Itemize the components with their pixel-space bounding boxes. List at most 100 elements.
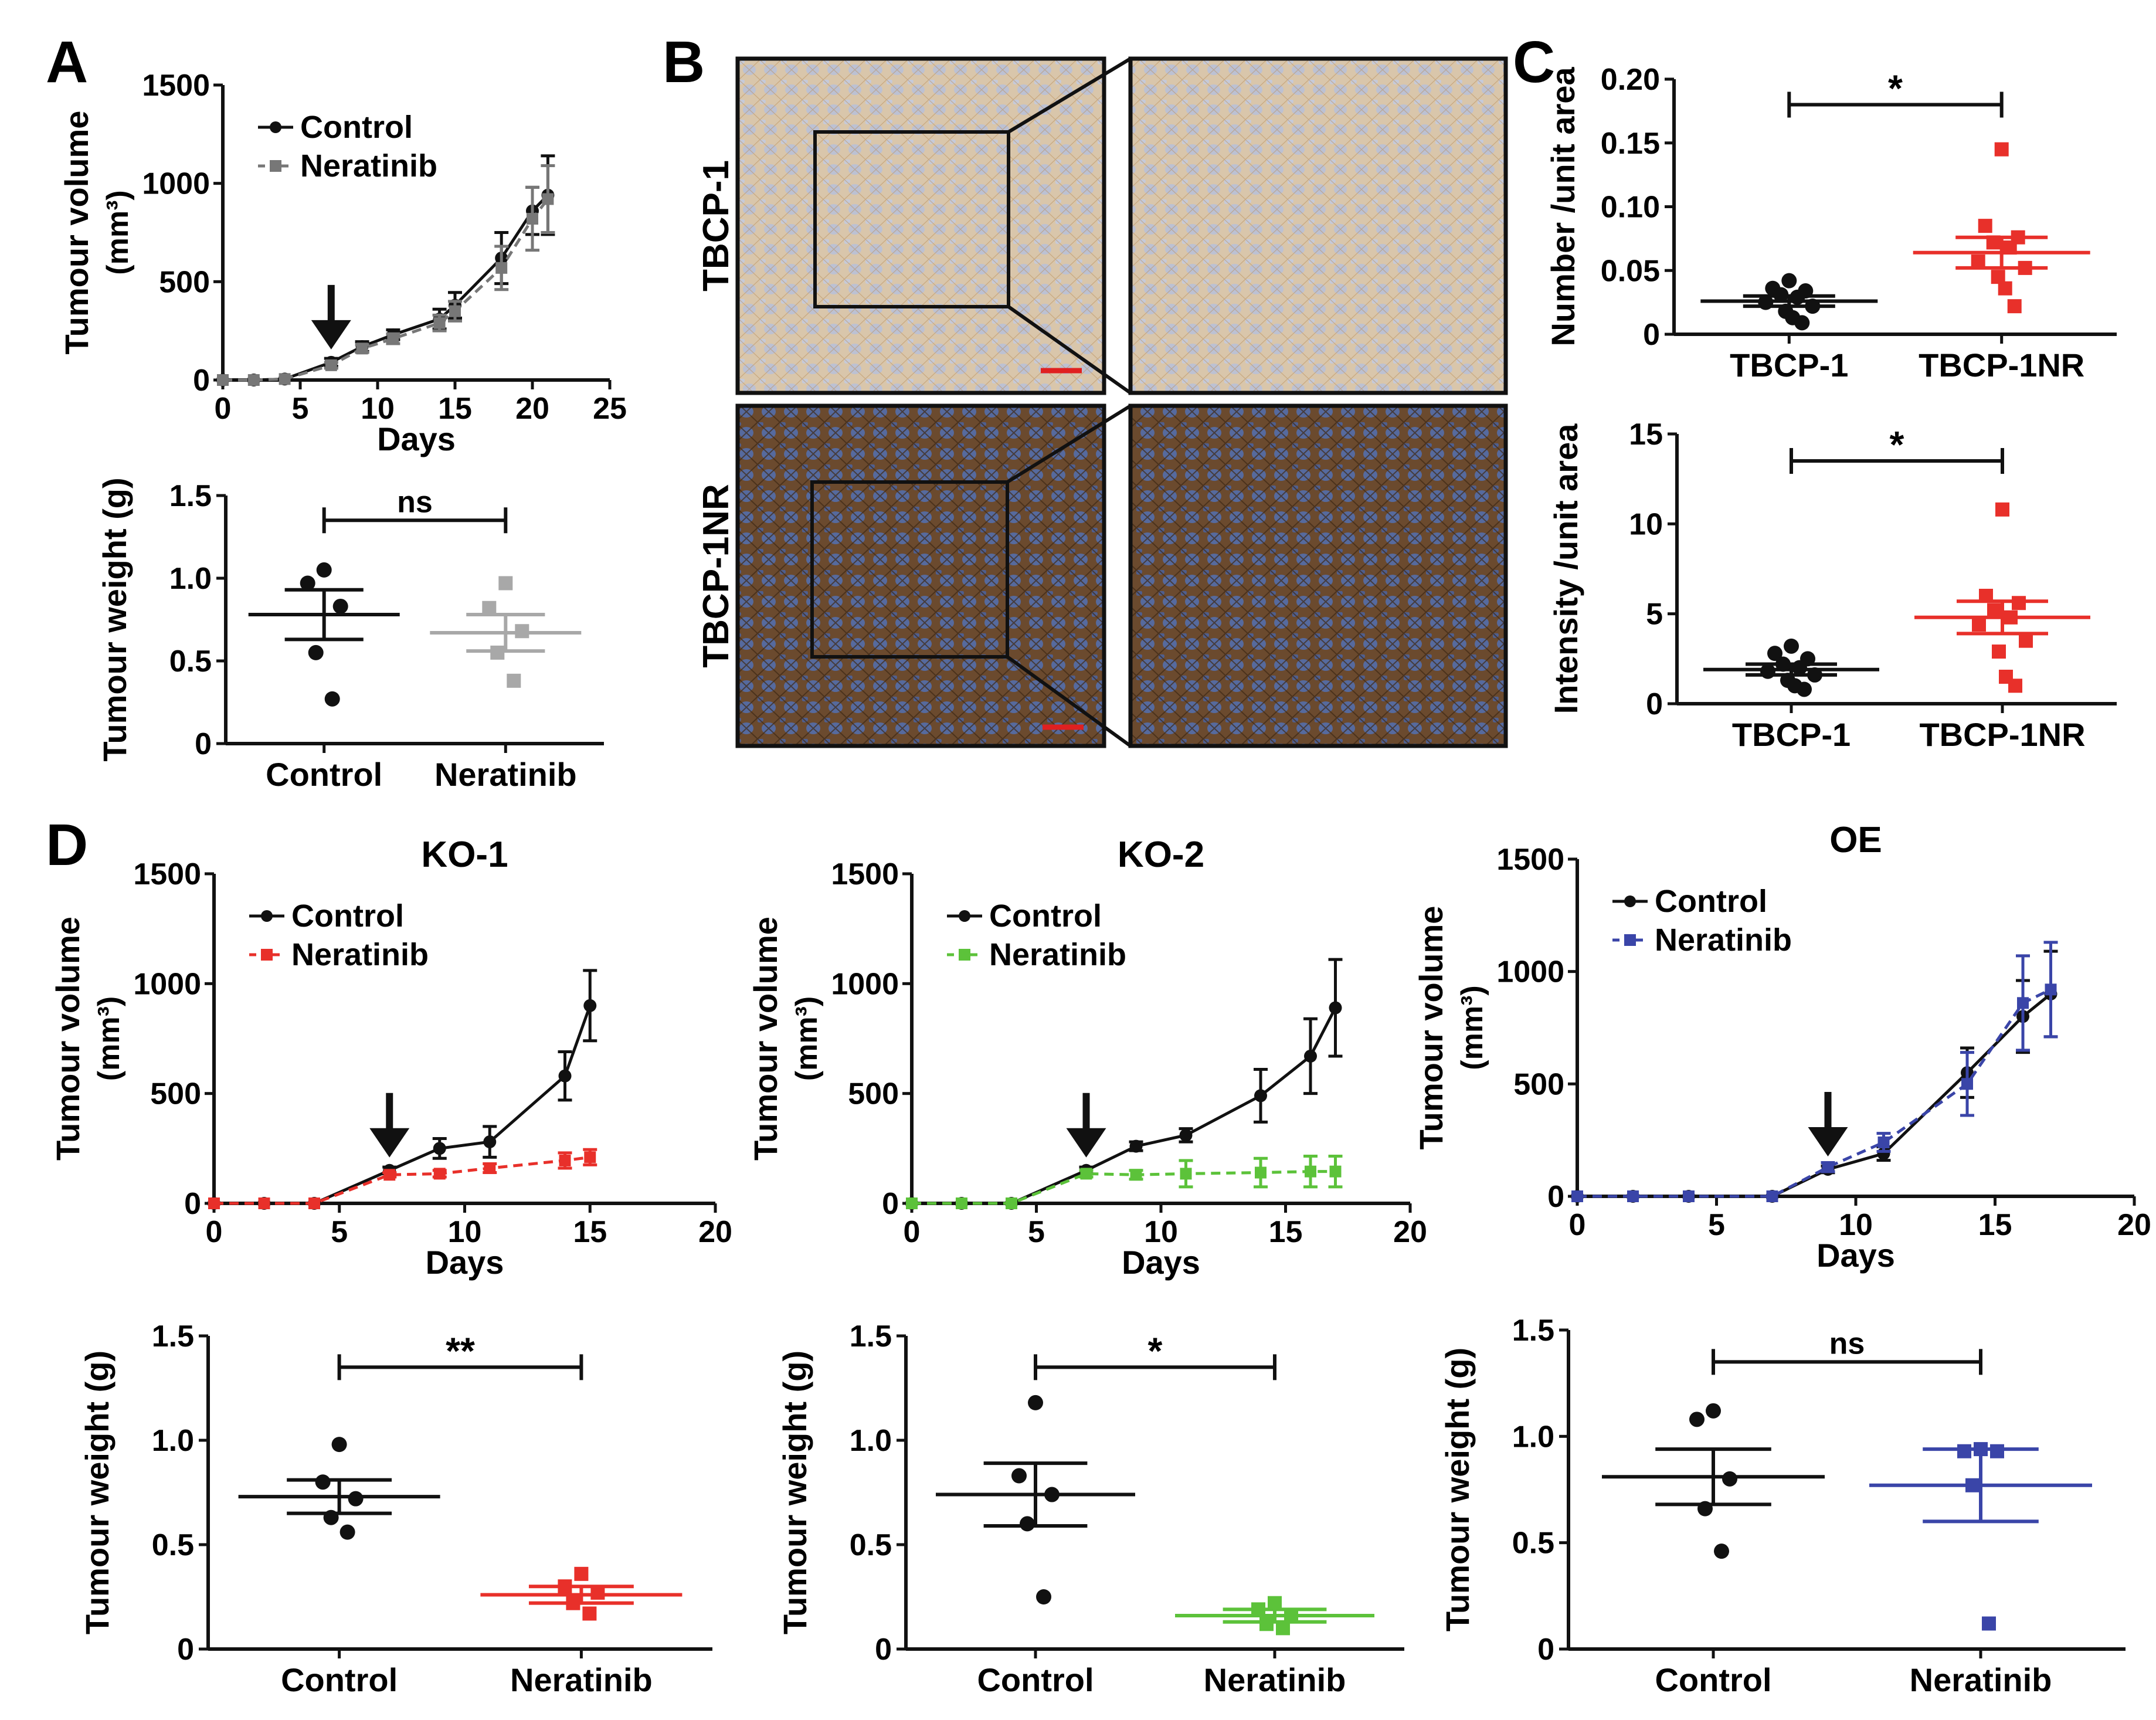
- x-tick-label: Neratinib: [434, 756, 577, 793]
- y-tick-label: 0: [1643, 318, 1660, 352]
- data-point: [1986, 235, 2001, 250]
- data-point: [566, 1596, 580, 1610]
- data-point: [1706, 1403, 1721, 1419]
- chart-title: KO-2: [1118, 834, 1204, 875]
- y-tick-label: 1000: [133, 967, 201, 1001]
- data-point: [383, 1169, 396, 1181]
- y-tick-label: 15: [1629, 418, 1663, 452]
- data-point: [1978, 219, 1992, 233]
- legend-label: Control: [1655, 884, 1767, 919]
- data-point: [325, 359, 337, 371]
- y-axis-unit: (mm³): [790, 996, 824, 1081]
- data-point: [1722, 1471, 1737, 1487]
- legend-label: Control: [291, 898, 404, 934]
- y-tick-label: 0.20: [1601, 63, 1660, 97]
- series-neratinib: Neratinib: [906, 937, 1343, 1209]
- data-point: [2012, 596, 2026, 610]
- data-point: [1965, 1478, 1980, 1492]
- data-point: [348, 1491, 364, 1507]
- x-tick-label: 20: [698, 1215, 732, 1249]
- x-tick-label: 10: [361, 392, 395, 426]
- series-line: [223, 194, 549, 382]
- data-point: [387, 333, 399, 345]
- x-tick-label: Control: [1655, 1661, 1771, 1698]
- data-point: [1180, 1168, 1192, 1180]
- y-tick-label: 0: [177, 1633, 194, 1667]
- data-point: [1998, 281, 2012, 296]
- data-point: [558, 1069, 572, 1083]
- y-tick-label: 0: [195, 727, 212, 761]
- row-label-tbcp1: TBCP-1: [696, 160, 736, 291]
- x-tick-label: TBCP-1: [1732, 716, 1851, 753]
- data-point: [507, 673, 521, 688]
- zoom-line: [1006, 404, 1132, 484]
- data-point: [1028, 1395, 1043, 1410]
- panel-label-a: A: [46, 29, 88, 95]
- series-neratinib: Neratinib: [1571, 922, 2058, 1202]
- x-tick-label: 20: [515, 392, 549, 426]
- data-point: [1571, 1190, 1583, 1202]
- y-tick-label: 0.05: [1601, 254, 1660, 288]
- series-neratinib: Neratinib: [208, 937, 597, 1209]
- data-point: [582, 1606, 597, 1621]
- y-tick-label: 1.0: [152, 1424, 194, 1458]
- group-neratinib: [430, 576, 582, 688]
- group-tbcp-1: [1703, 638, 1879, 697]
- legend-label: Neratinib: [300, 148, 437, 184]
- data-point: [1329, 1001, 1342, 1015]
- x-tick-label: 25: [593, 392, 627, 426]
- x-tick-label: 20: [1393, 1215, 1427, 1249]
- line-chart-D1: 0 5 10 15 20 0 500 1000 1500 Days Tumour volume (mm…: [49, 834, 732, 1281]
- legend-label: Neratinib: [989, 937, 1126, 972]
- x-tick-label: TBCP-1NR: [1919, 347, 2084, 384]
- y-axis-label: Tumour volume: [58, 111, 95, 355]
- x-tick-label: TBCP-1: [1730, 347, 1848, 384]
- x-tick-label: Control: [266, 756, 382, 793]
- significance-label: ns: [1829, 1327, 1865, 1361]
- y-tick-label: 0.5: [169, 644, 212, 678]
- data-point: [1254, 1089, 1267, 1102]
- y-tick-label: 500: [848, 1077, 899, 1111]
- series-line: [1577, 988, 2052, 1198]
- significance-label: *: [1148, 1329, 1163, 1372]
- y-tick-label: 1500: [831, 857, 899, 891]
- data-point: [2004, 610, 2018, 625]
- zoom-box: [810, 480, 1009, 659]
- data-point: [1766, 1190, 1778, 1202]
- data-point: [498, 576, 513, 591]
- data-point: [906, 1197, 918, 1209]
- series-line: [912, 1170, 1336, 1205]
- group-tbcp-1nr: [1913, 142, 2090, 314]
- x-axis-label: Days: [1122, 1244, 1200, 1281]
- legend-label: Neratinib: [291, 937, 429, 972]
- data-point: [1329, 1165, 1342, 1178]
- y-tick-label: 0: [193, 364, 210, 398]
- panel-label-d: D: [46, 812, 88, 878]
- data-point: [590, 1585, 605, 1600]
- data-point: [542, 193, 554, 205]
- data-point: [1773, 287, 1789, 303]
- x-axis-label: Days: [377, 420, 456, 457]
- y-axis-label: Tumour volume: [49, 917, 86, 1161]
- x-tick-label: Control: [977, 1661, 1094, 1698]
- legend-marker: [959, 910, 970, 922]
- data-point: [433, 317, 446, 329]
- micrograph-tbcp1nr-zoom: [1128, 403, 1508, 748]
- data-point: [1080, 1168, 1092, 1180]
- x-axis-label: Days: [426, 1244, 504, 1281]
- data-point: [1006, 1197, 1017, 1209]
- data-point: [1790, 289, 1805, 305]
- zoom-line: [1007, 57, 1132, 134]
- x-tick-label: 5: [292, 392, 309, 426]
- x-tick-label: 0: [215, 392, 232, 426]
- data-point: [1697, 1501, 1713, 1517]
- scatter-chart-D6: 0 0.5 1.0 1.5 Tumour weight (g) Control Nerati…: [1439, 1314, 2126, 1698]
- zoom-box: [813, 130, 1010, 308]
- scatter-chart-D5: 0 0.5 1.0 1.5 Tumour weight (g) Control Nerati…: [776, 1319, 1404, 1698]
- data-point: [1129, 1139, 1143, 1153]
- data-point: [332, 598, 348, 614]
- y-axis-label: Tumour weight (g): [776, 1351, 813, 1634]
- data-point: [1784, 638, 1799, 654]
- data-point: [483, 1135, 497, 1149]
- y-tick-label: 0: [875, 1633, 892, 1667]
